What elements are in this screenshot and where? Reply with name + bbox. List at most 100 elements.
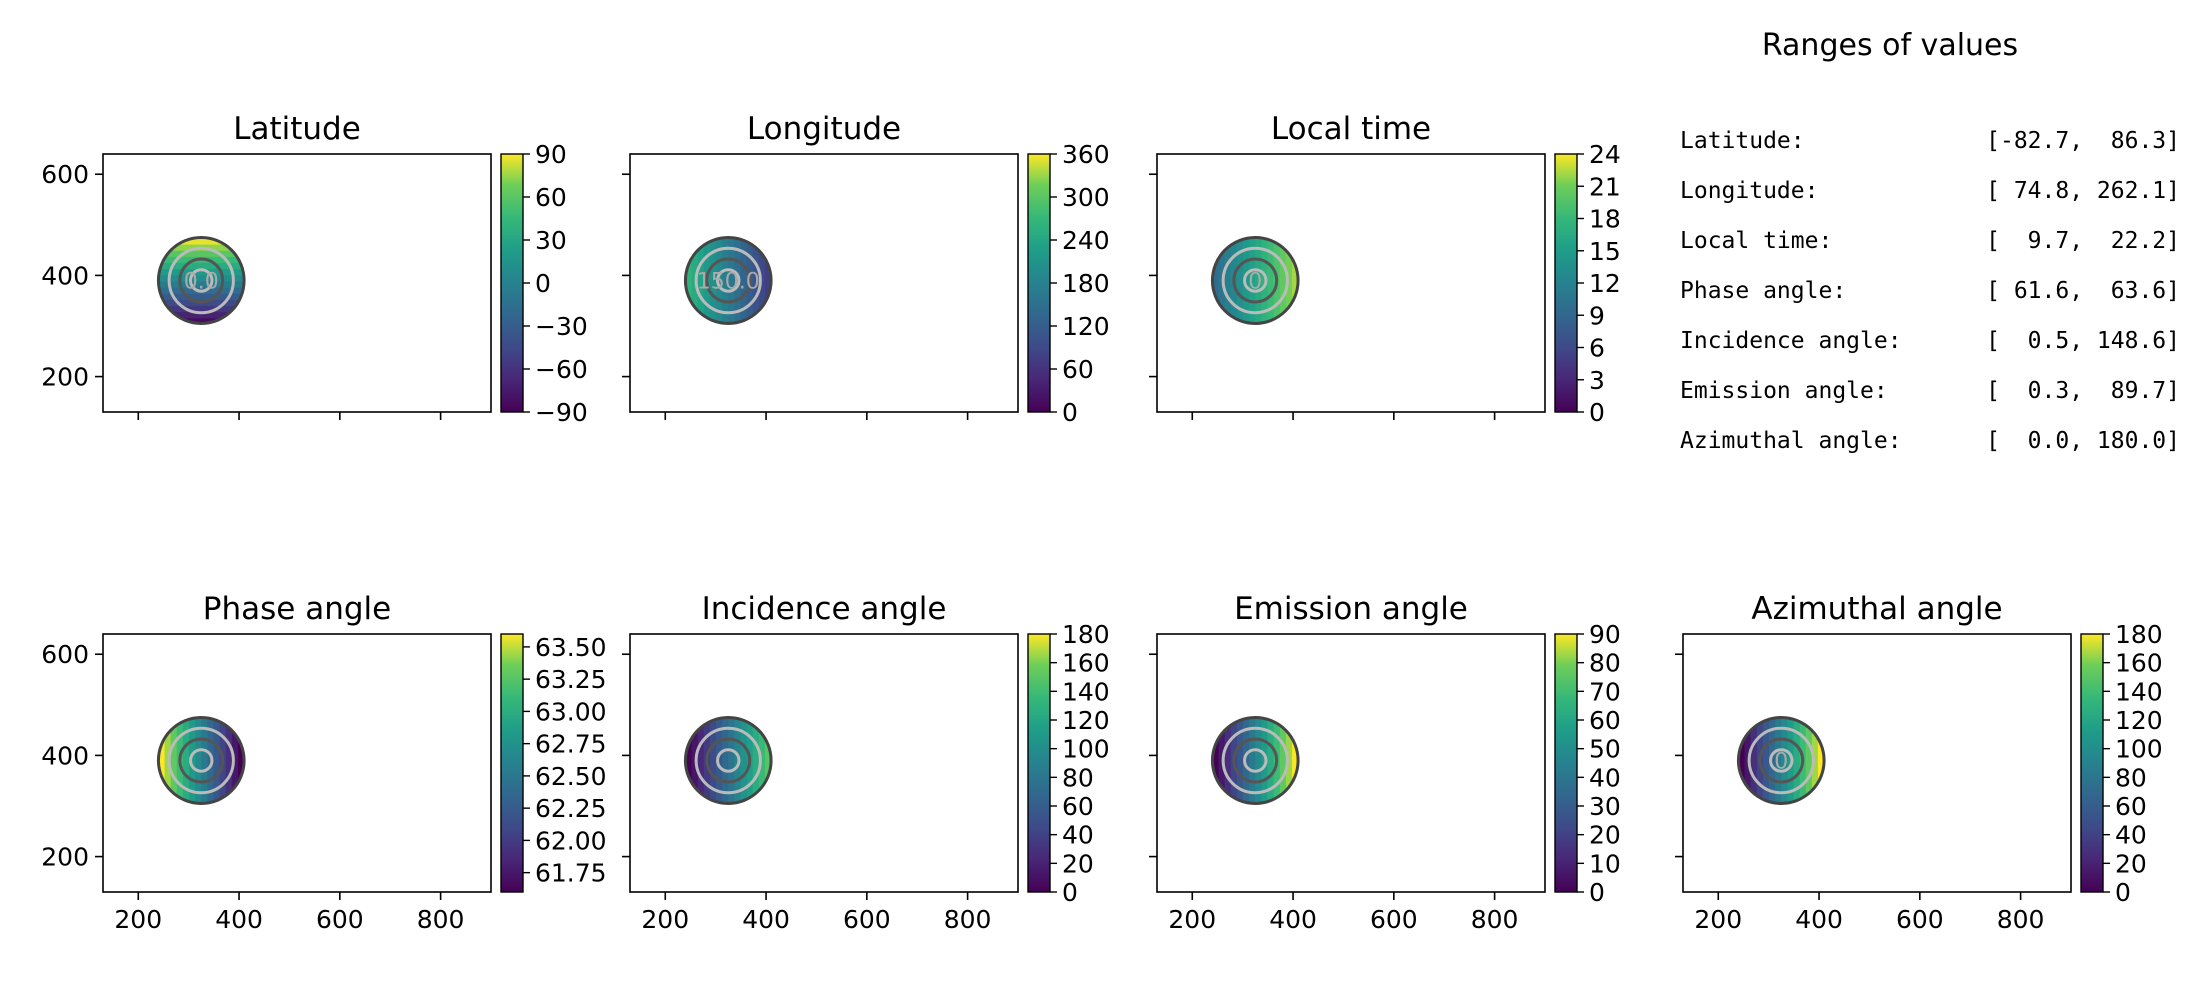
- subplot-title: Latitude: [233, 111, 361, 147]
- disk-band: [158, 292, 245, 300]
- subplot-phase-angle: Phase angle 200 400 600 800 200 400 600 63.50 63.…: [41, 591, 606, 934]
- colorbar-tick-label: 0: [1589, 398, 1605, 427]
- disk-band: [1243, 237, 1251, 324]
- colorbar-tick-label: 6: [1589, 334, 1605, 363]
- range-label: Phase angle:: [1680, 278, 1847, 304]
- disk-band: [716, 717, 724, 804]
- range-label: Local time:: [1680, 228, 1833, 254]
- x-tick-label: 400: [215, 905, 263, 934]
- colorbar-tick-label: 120: [1062, 706, 1110, 735]
- colorbar: [1554, 153, 1578, 413]
- colorbar-tick-label: 240: [1062, 226, 1110, 255]
- disk-band: [1291, 237, 1299, 324]
- disk-band: [1738, 717, 1746, 804]
- disk-band: [709, 717, 718, 804]
- range-value: [-82.7, 86.3]: [1986, 128, 2180, 154]
- disk-limb: [156, 235, 246, 325]
- x-tick-label: 200: [641, 905, 689, 934]
- x-tick-label: 200: [114, 905, 162, 934]
- disk-band: [722, 237, 730, 324]
- colorbar-tick-label: 80: [1062, 763, 1094, 792]
- colorbar: [500, 633, 524, 893]
- disk-band: [1279, 237, 1287, 324]
- disk-band: [1236, 717, 1245, 804]
- colorbar-tick-label: 180: [1062, 269, 1110, 298]
- disk-band: [1781, 717, 1789, 804]
- disk-band: [1279, 717, 1287, 804]
- subplot-title: Emission angle: [1234, 591, 1468, 627]
- contour-line: [178, 737, 225, 784]
- colorbar-tick-label: 63.00: [535, 697, 607, 726]
- range-label: Incidence angle:: [1680, 328, 1902, 354]
- disk-band: [728, 237, 736, 324]
- contour-line: [1243, 268, 1268, 293]
- colorbar-tick-label: 50: [1589, 735, 1621, 764]
- disk-band: [158, 262, 245, 270]
- x-tick-label: 600: [316, 905, 364, 934]
- x-tick-label: 600: [843, 905, 891, 934]
- disk-band: [231, 717, 239, 804]
- disk-band: [1267, 237, 1275, 324]
- contour-line: [1232, 257, 1279, 304]
- contour-line: [167, 246, 235, 315]
- disk-band: [1750, 717, 1758, 804]
- colorbar: [2080, 633, 2104, 893]
- disk-limb: [1210, 715, 1300, 805]
- range-label: Latitude:: [1680, 128, 1805, 154]
- colorbar-tick-label: 60: [2115, 792, 2147, 821]
- subplot-local-time: Local time 0 24 21 18 15 12 9 6 3 0: [1149, 111, 1621, 427]
- disk-band: [189, 717, 197, 804]
- subplot-title: Phase angle: [203, 591, 391, 627]
- x-tick-label: 800: [1471, 905, 1519, 934]
- colorbar-tick-label: 40: [2115, 821, 2147, 850]
- y-tick-label: 600: [41, 160, 89, 189]
- colorbar-tick-label: 60: [1062, 355, 1094, 384]
- colorbar-tick-label: −30: [535, 312, 588, 341]
- contour-line: [705, 257, 752, 304]
- disk-band: [685, 717, 693, 804]
- disk-band: [225, 717, 233, 804]
- contour-line: [1243, 748, 1268, 773]
- colorbar-tick-label: 40: [1589, 763, 1621, 792]
- subplot-title: Longitude: [747, 111, 901, 147]
- disk-band: [1212, 237, 1220, 324]
- disk-band: [752, 237, 760, 324]
- planet-disk-image: [685, 717, 772, 804]
- disk-band: [158, 717, 166, 804]
- disk-band: [170, 717, 178, 804]
- disk-band: [1811, 717, 1819, 804]
- disk-band: [1817, 717, 1825, 804]
- disk-band: [158, 311, 245, 319]
- colorbar-tick-label: 160: [2115, 649, 2163, 678]
- colorbar-tick-label: 9: [1589, 301, 1605, 330]
- colorbar-tick-label: 300: [1062, 183, 1110, 212]
- colorbar-tick-label: 3: [1589, 366, 1605, 395]
- disk-band: [697, 237, 705, 324]
- colorbar-tick-label: 63.25: [535, 665, 607, 694]
- colorbar-tick-label: 20: [2115, 849, 2147, 878]
- disk-band: [1793, 717, 1801, 804]
- disk-band: [158, 305, 245, 313]
- disk-band: [1224, 717, 1232, 804]
- colorbar-tick-label: 61.75: [535, 859, 607, 888]
- axes-frame: [629, 153, 1019, 413]
- colorbar-tick-label: 60: [535, 183, 567, 212]
- disk-band: [740, 717, 748, 804]
- contour-line: [694, 246, 762, 315]
- disk-band: [1212, 717, 1220, 804]
- contour-line: [1769, 748, 1794, 773]
- planet-disk-image: [158, 237, 245, 324]
- colorbar: [1554, 633, 1578, 893]
- colorbar-tick-label: 62.50: [535, 762, 607, 791]
- colorbar: [1027, 153, 1051, 413]
- subplot-title: Azimuthal angle: [1751, 591, 2002, 627]
- contour-label: 150.0: [697, 269, 760, 294]
- contour-label: 0: [1774, 749, 1788, 774]
- ranges-panel: Ranges of values Latitude: [-82.7, 86.3] L…: [1680, 20, 2200, 460]
- disk-band: [1805, 717, 1813, 804]
- disk-band: [1769, 717, 1777, 804]
- disk-band: [1255, 717, 1263, 804]
- contour-line: [167, 726, 235, 795]
- y-tick-label: 400: [41, 261, 89, 290]
